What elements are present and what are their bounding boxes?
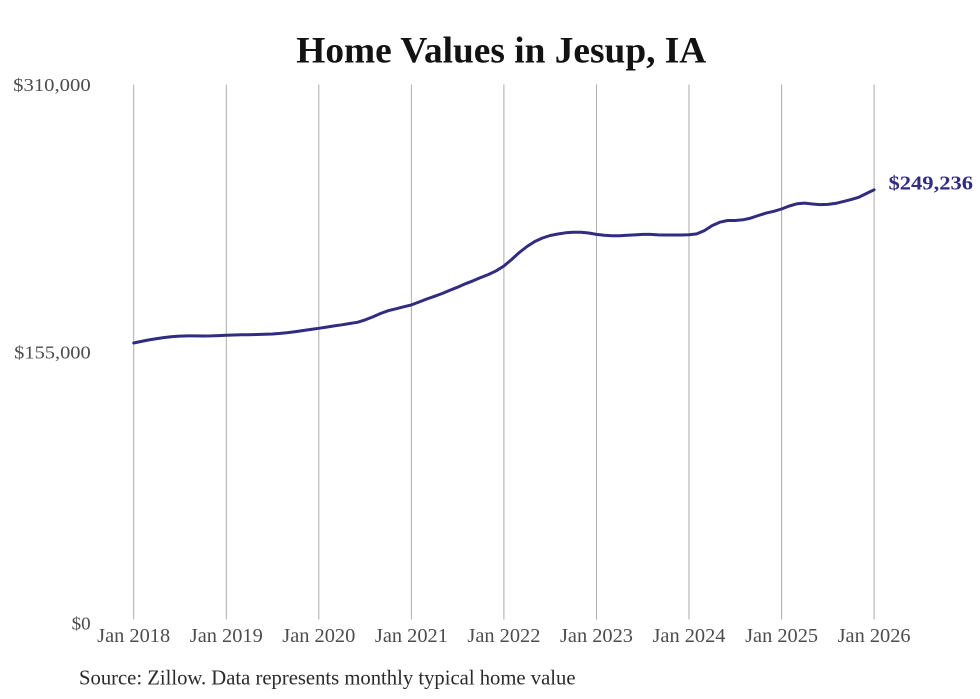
svg-text:Jan 2019: Jan 2019 [190, 625, 263, 647]
svg-text:Jan 2020: Jan 2020 [282, 625, 355, 647]
svg-text:Home Values in Jesup, IA: Home Values in Jesup, IA [296, 30, 707, 71]
svg-text:$310,000: $310,000 [13, 75, 91, 95]
svg-text:$249,236: $249,236 [889, 173, 974, 195]
svg-text:Source: Zillow. Data represent: Source: Zillow. Data represents monthly … [79, 666, 576, 690]
svg-text:Jan 2025: Jan 2025 [745, 625, 818, 647]
svg-text:Jan 2024: Jan 2024 [653, 625, 726, 647]
svg-text:Jan 2026: Jan 2026 [838, 625, 911, 647]
svg-text:Jan 2021: Jan 2021 [375, 625, 448, 647]
svg-text:Jan 2018: Jan 2018 [97, 625, 170, 647]
svg-text:$155,000: $155,000 [14, 343, 91, 363]
svg-text:Jan 2023: Jan 2023 [560, 625, 633, 647]
svg-text:$0: $0 [72, 613, 91, 633]
svg-text:Jan 2022: Jan 2022 [467, 625, 540, 647]
